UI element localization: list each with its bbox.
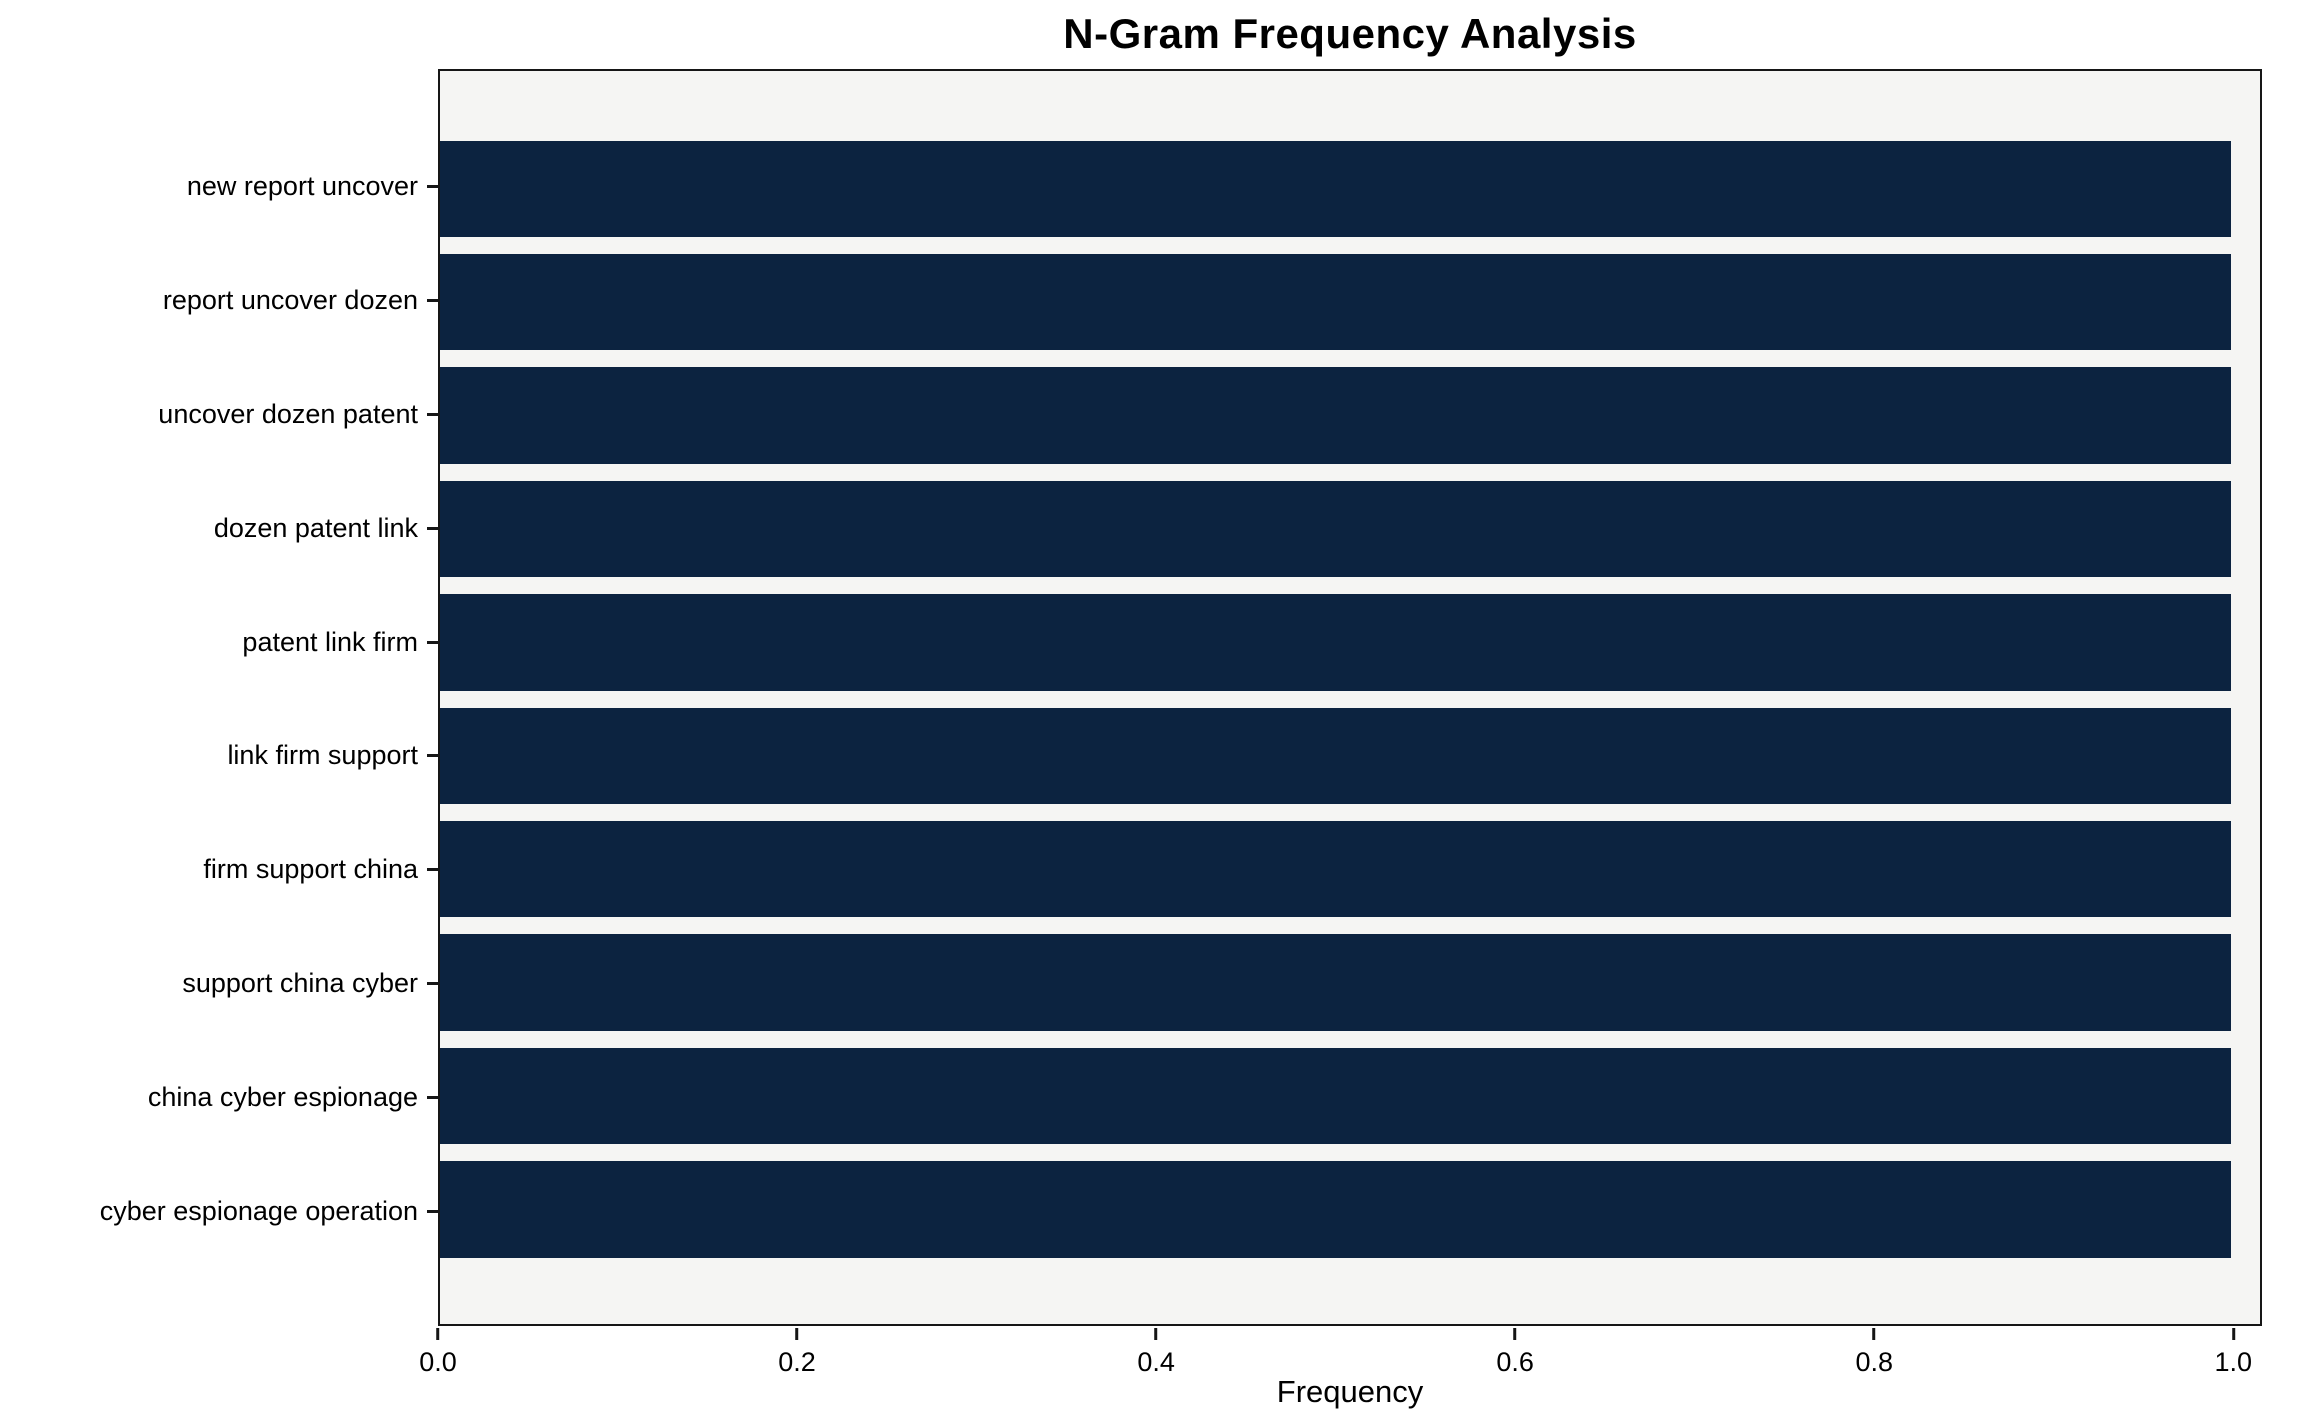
- x-tick-mark: [1154, 1328, 1158, 1340]
- bar-slot: [440, 359, 2260, 472]
- y-tick-mark: [427, 640, 438, 644]
- y-tick-mark: [427, 754, 438, 758]
- plot-area: [438, 69, 2262, 1326]
- y-tick-mark: [427, 412, 438, 416]
- x-tick: 0.4: [1137, 1328, 1175, 1378]
- bars-container: [440, 71, 2260, 1324]
- x-tick-mark: [795, 1328, 799, 1340]
- y-tick: uncover dozen patent: [0, 358, 438, 472]
- y-tick-label: dozen patent link: [213, 512, 418, 543]
- bar-slot: [440, 1039, 2260, 1152]
- y-tick: report uncover dozen: [0, 244, 438, 358]
- frequency-bar: [440, 140, 2232, 237]
- x-tick: 0.8: [1855, 1328, 1893, 1378]
- y-tick: support china cyber: [0, 927, 438, 1041]
- y-tick-mark: [427, 1095, 438, 1099]
- x-tick: 0.0: [419, 1328, 457, 1378]
- y-tick-label: patent link firm: [242, 626, 418, 657]
- chart-title: N-Gram Frequency Analysis: [1063, 10, 1637, 57]
- x-tick-label: 0.4: [1137, 1347, 1175, 1377]
- y-tick: new report uncover: [0, 130, 438, 244]
- y-tick: firm support china: [0, 813, 438, 927]
- y-tick: dozen patent link: [0, 471, 438, 585]
- frequency-bar: [440, 1161, 2232, 1258]
- frequency-bar: [440, 253, 2232, 351]
- bar-slot: [440, 586, 2260, 699]
- x-tick: 0.6: [1496, 1328, 1534, 1378]
- x-tick-label: 0.6: [1496, 1347, 1534, 1377]
- x-tick: 1.0: [2214, 1328, 2252, 1378]
- x-tick-label: 1.0: [2214, 1347, 2253, 1377]
- frequency-bar: [440, 1047, 2232, 1145]
- y-tick-label: new report uncover: [186, 171, 418, 202]
- x-tick-mark: [436, 1328, 440, 1340]
- y-tick-label: report uncover dozen: [162, 285, 418, 316]
- x-tick-mark: [2231, 1328, 2235, 1340]
- bar-slot: [440, 926, 2260, 1039]
- bar-slot: [440, 1153, 2260, 1266]
- y-tick-mark: [427, 185, 438, 189]
- x-tick-label: 0.8: [1855, 1347, 1893, 1377]
- frequency-bar: [440, 594, 2232, 691]
- frequency-bar: [440, 480, 2232, 578]
- y-tick-mark: [427, 981, 438, 985]
- y-tick-mark: [427, 868, 438, 872]
- y-tick-label: uncover dozen patent: [158, 398, 418, 429]
- x-tick-mark: [1872, 1328, 1876, 1340]
- bar-slot: [440, 699, 2260, 812]
- y-tick: patent link firm: [0, 585, 438, 699]
- y-tick: cyber espionage operation: [0, 1154, 438, 1268]
- x-axis-title: Frequency: [1276, 1374, 1424, 1409]
- frequency-bar: [440, 367, 2232, 464]
- x-tick: 0.2: [778, 1328, 816, 1378]
- x-tick-mark: [1513, 1328, 1517, 1340]
- y-tick-mark: [427, 299, 438, 303]
- x-axis: 0.0 0.2 0.4 0.6 0.8 1.0: [419, 1328, 2262, 1388]
- bar-slot: [440, 812, 2260, 925]
- y-tick-mark: [427, 526, 438, 530]
- bar-slot: [440, 472, 2260, 585]
- x-tick-label: 0.0: [419, 1347, 457, 1377]
- y-tick-mark: [427, 1209, 438, 1213]
- y-tick: china cyber espionage: [0, 1040, 438, 1154]
- frequency-bar: [440, 934, 2232, 1031]
- bar-slot: [440, 245, 2260, 358]
- y-tick-label: china cyber espionage: [147, 1081, 418, 1112]
- y-tick-label: link firm support: [227, 740, 418, 771]
- y-axis-labels: new report uncover report uncover dozen un…: [0, 69, 438, 1326]
- y-tick-label: support china cyber: [182, 967, 418, 998]
- bar-slot: [440, 132, 2260, 245]
- x-tick-label: 0.2: [778, 1347, 816, 1377]
- frequency-bar: [440, 707, 2232, 804]
- y-tick-label: firm support china: [203, 854, 418, 885]
- frequency-bar: [440, 820, 2232, 918]
- y-tick-label: cyber espionage operation: [99, 1195, 418, 1226]
- y-tick: link firm support: [0, 699, 438, 813]
